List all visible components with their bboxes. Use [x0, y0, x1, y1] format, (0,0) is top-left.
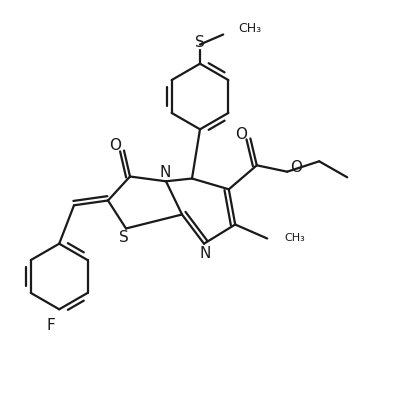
Text: CH₃: CH₃ [284, 233, 305, 243]
Text: N: N [160, 165, 171, 180]
Text: O: O [236, 127, 248, 142]
Text: S: S [195, 35, 205, 50]
Text: F: F [47, 318, 56, 333]
Text: O: O [109, 138, 121, 153]
Text: N: N [199, 246, 210, 261]
Text: O: O [290, 160, 302, 175]
Text: CH₃: CH₃ [238, 22, 261, 35]
Text: S: S [119, 230, 129, 245]
